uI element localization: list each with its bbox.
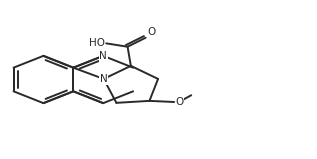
Text: O: O — [147, 27, 156, 37]
Text: HO: HO — [89, 38, 105, 48]
Text: N: N — [100, 74, 107, 84]
Text: N: N — [99, 51, 107, 61]
Text: O: O — [175, 97, 184, 107]
